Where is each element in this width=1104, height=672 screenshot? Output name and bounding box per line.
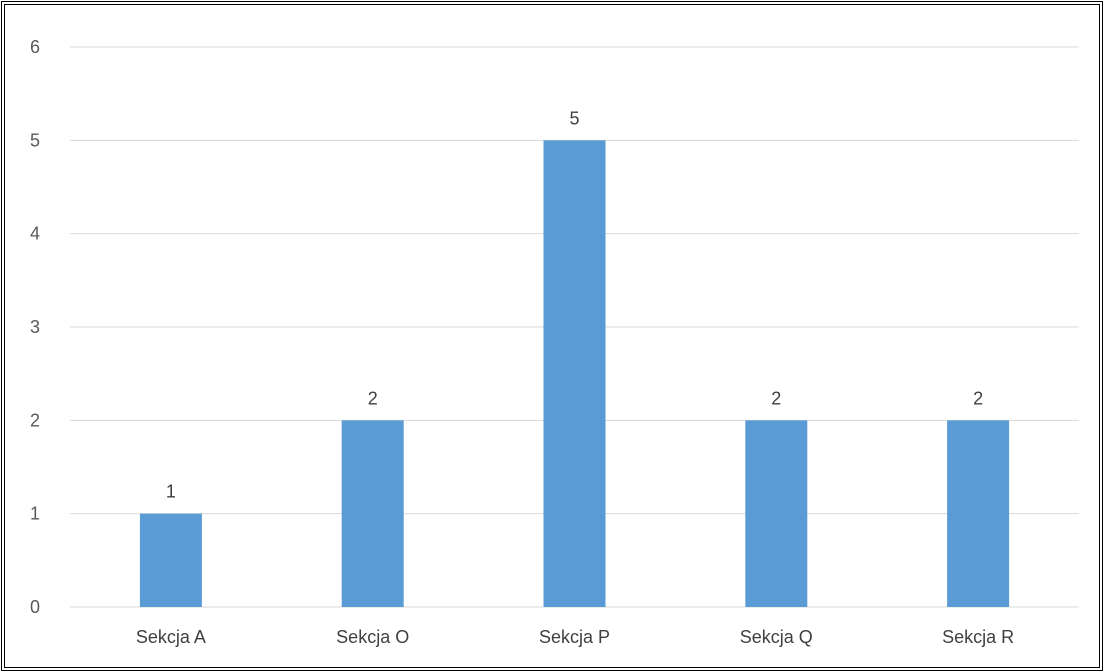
bar-sekcja-p — [543, 140, 606, 608]
y-axis-tick-labels: 0 1 2 3 4 5 6 — [30, 37, 40, 617]
y-tick-label: 0 — [30, 597, 40, 617]
y-tick-label: 1 — [30, 504, 40, 524]
data-label: 2 — [973, 388, 983, 408]
data-label: 5 — [569, 108, 579, 128]
x-axis-category-labels: Sekcja A Sekcja O Sekcja P Sekcja Q Sekcja R — [136, 627, 1014, 647]
x-category-label: Sekcja R — [942, 627, 1014, 647]
data-label: 1 — [166, 482, 176, 502]
y-tick-label: 3 — [30, 317, 40, 337]
x-category-label: Sekcja P — [539, 627, 610, 647]
data-labels: 1 2 5 2 2 — [166, 108, 983, 501]
data-label: 2 — [368, 388, 378, 408]
y-tick-label: 4 — [30, 224, 40, 244]
x-category-label: Sekcja Q — [740, 627, 813, 647]
y-tick-label: 5 — [30, 130, 40, 150]
data-label: 2 — [771, 388, 781, 408]
y-tick-label: 6 — [30, 37, 40, 57]
bars — [139, 140, 1010, 608]
bar-sekcja-o — [341, 420, 404, 607]
x-category-label: Sekcja O — [336, 627, 409, 647]
bar-sekcja-r — [947, 420, 1010, 607]
bar-sekcja-q — [745, 420, 808, 607]
y-tick-label: 2 — [30, 410, 40, 430]
x-category-label: Sekcja A — [136, 627, 206, 647]
bar-sekcja-a — [139, 513, 202, 607]
